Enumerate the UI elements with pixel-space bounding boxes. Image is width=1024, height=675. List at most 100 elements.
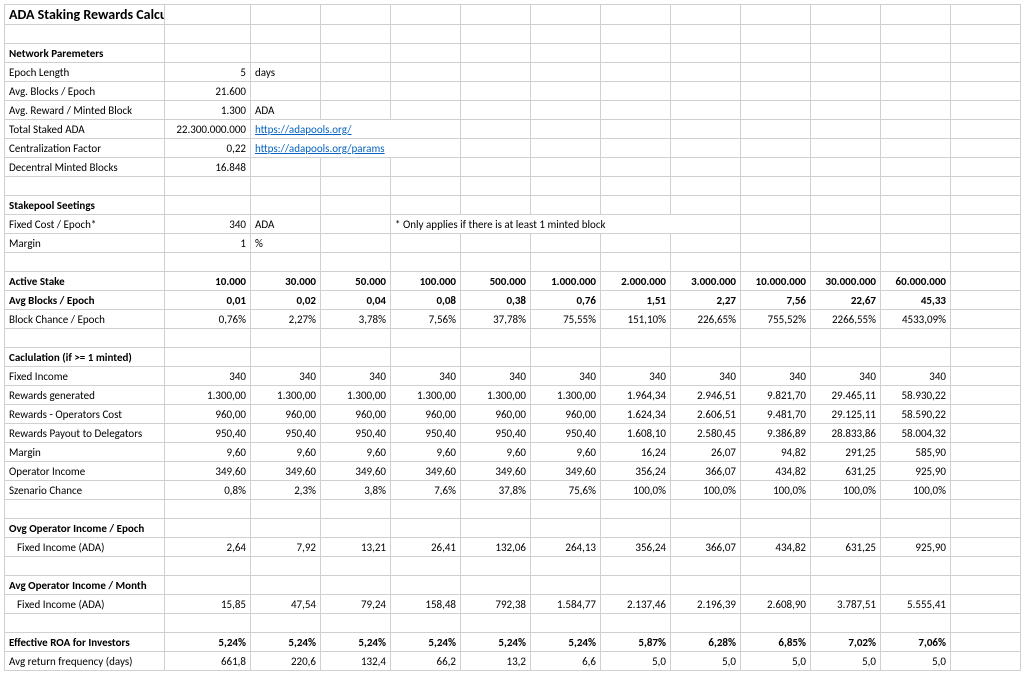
data-cell: 1.300,00	[531, 386, 601, 405]
data-cell: 950,40	[321, 424, 391, 443]
data-cell: 13,2	[461, 652, 531, 671]
data-cell: 0,8%	[165, 481, 251, 500]
np-central-label: Centralization Factor	[5, 139, 165, 158]
data-cell: 6,85%	[741, 633, 811, 652]
np-link2[interactable]: https://adapools.org/params	[255, 142, 385, 155]
data-cell: 1.584,77	[531, 595, 601, 614]
data-cell: 950,40	[251, 424, 321, 443]
data-cell: 366,07	[671, 538, 741, 557]
data-cell: 349,60	[321, 462, 391, 481]
data-cell: 340	[671, 367, 741, 386]
section-calc: Caclulation (if >= 1 minted)	[5, 348, 165, 367]
data-cell: 3,8%	[321, 481, 391, 500]
data-cell: 950,40	[165, 424, 251, 443]
data-cell: 30.000.000	[811, 272, 881, 291]
data-cell: 925,90	[881, 538, 951, 557]
data-cell: 1,51	[601, 291, 671, 310]
np-decentral: 16.848	[165, 158, 251, 177]
data-cell: 7,06%	[881, 633, 951, 652]
data-cell: 2,64	[165, 538, 251, 557]
data-cell: 9,60	[165, 443, 251, 462]
row-avg-month-fixed: Fixed Income (ADA)15,8547,5479,24158,487…	[5, 595, 1021, 614]
data-cell: 349,60	[461, 462, 531, 481]
data-cell: 3.000.000	[671, 272, 741, 291]
data-cell: 950,40	[531, 424, 601, 443]
data-cell: 349,60	[531, 462, 601, 481]
data-cell: 5,0	[671, 652, 741, 671]
sp-fixed-unit: ADA	[251, 215, 321, 234]
sp-margin: 1	[165, 234, 251, 253]
row-scenario: Szenario Chance0,8%2,3%3,8%7,6%37,8%75,6…	[5, 481, 1021, 500]
data-cell: 2.137,46	[601, 595, 671, 614]
row-rewards-gen: Rewards generated1.300,001.300,001.300,0…	[5, 386, 1021, 405]
np-blocks-label: Avg. Blocks / Epoch	[5, 82, 165, 101]
data-cell: 5,24%	[531, 633, 601, 652]
data-cell: 1.000.000	[531, 272, 601, 291]
data-cell: 16,24	[601, 443, 671, 462]
data-cell: 434,82	[741, 462, 811, 481]
data-cell: 9,60	[461, 443, 531, 462]
data-cell: 132,4	[321, 652, 391, 671]
np-reward-label: Avg. Reward / Minted Block	[5, 101, 165, 120]
data-cell: 26,41	[391, 538, 461, 557]
data-cell: 2266,55%	[811, 310, 881, 329]
row-roa: Effective ROA for Investors5,24%5,24%5,2…	[5, 633, 1021, 652]
data-cell: 2,27	[671, 291, 741, 310]
sp-margin-unit: %	[251, 234, 321, 253]
data-cell: 5,0	[881, 652, 951, 671]
data-cell: 5,0	[741, 652, 811, 671]
data-cell: 2.580,45	[671, 424, 741, 443]
data-cell: 58.004,32	[881, 424, 951, 443]
data-cell: 9.386,89	[741, 424, 811, 443]
data-cell: 5,87%	[601, 633, 671, 652]
data-cell: 356,24	[601, 462, 671, 481]
spreadsheet-table: ADA Staking Rewards Calculation Network …	[4, 4, 1021, 671]
data-cell: 5,24%	[251, 633, 321, 652]
data-cell: 66,2	[391, 652, 461, 671]
data-cell: 340	[461, 367, 531, 386]
data-cell: 94,82	[741, 443, 811, 462]
data-cell: 132,06	[461, 538, 531, 557]
data-cell: 5,24%	[391, 633, 461, 652]
data-cell: 340	[601, 367, 671, 386]
data-cell: 4533,09%	[881, 310, 951, 329]
data-cell: 50.000	[321, 272, 391, 291]
data-cell: 151,10%	[601, 310, 671, 329]
sp-note: * Only applies if there is at least 1 mi…	[391, 215, 741, 234]
data-cell: 340	[321, 367, 391, 386]
np-link1[interactable]: https://adapools.org/	[255, 123, 352, 136]
data-cell: 22,67	[811, 291, 881, 310]
data-cell: 3,78%	[321, 310, 391, 329]
data-cell: 1.300,00	[165, 386, 251, 405]
data-cell: 47,54	[251, 595, 321, 614]
data-cell: 960,00	[391, 405, 461, 424]
data-cell: 661,8	[165, 652, 251, 671]
data-cell: 7,56	[741, 291, 811, 310]
data-cell: 1.300,00	[461, 386, 531, 405]
data-cell: 79,24	[321, 595, 391, 614]
data-cell: 37,78%	[461, 310, 531, 329]
data-cell: 5,24%	[461, 633, 531, 652]
data-cell: 792,38	[461, 595, 531, 614]
data-cell: 26,07	[671, 443, 741, 462]
data-cell: 28.833,86	[811, 424, 881, 443]
data-cell: 158,48	[391, 595, 461, 614]
data-cell: 10.000.000	[741, 272, 811, 291]
data-cell: 100,0%	[811, 481, 881, 500]
data-cell: 366,07	[671, 462, 741, 481]
data-cell: 7,02%	[811, 633, 881, 652]
data-cell: 2.608,90	[741, 595, 811, 614]
data-cell: 925,90	[881, 462, 951, 481]
np-epoch-unit: days	[251, 63, 321, 82]
np-staked-label: Total Staked ADA	[5, 120, 165, 139]
data-cell: 960,00	[461, 405, 531, 424]
data-cell: 960,00	[251, 405, 321, 424]
data-cell: 1.300,00	[321, 386, 391, 405]
np-epoch-len: 5	[165, 63, 251, 82]
data-cell: 340	[165, 367, 251, 386]
data-cell: 6,6	[531, 652, 601, 671]
data-cell: 349,60	[391, 462, 461, 481]
np-reward-unit: ADA	[251, 101, 321, 120]
data-cell: 5,0	[601, 652, 671, 671]
data-cell: 2.196,39	[671, 595, 741, 614]
